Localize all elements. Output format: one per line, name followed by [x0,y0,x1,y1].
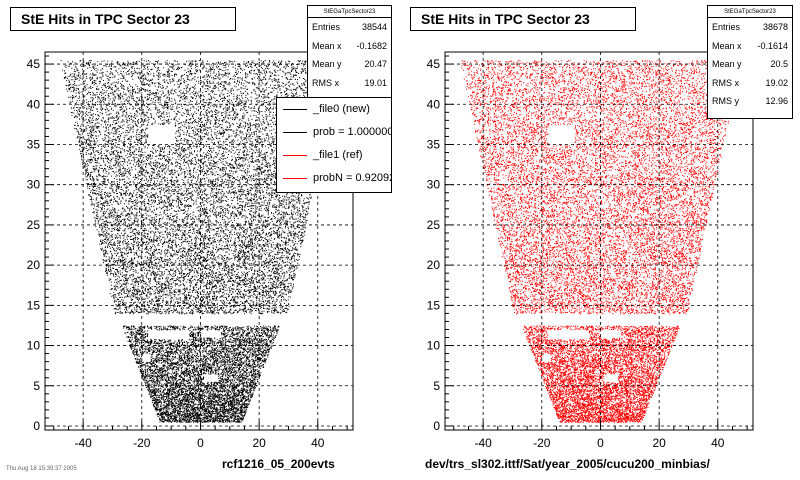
x-tick-label: -40 [474,436,492,450]
y-tick-label: 5 [433,379,440,393]
legend-label: probN = 0.920920 [313,172,391,184]
scatter-points [461,60,741,423]
y-tick-label: 0 [33,419,40,433]
y-tick-label: 35 [27,137,41,151]
y-tick-label: 20 [427,258,441,272]
x-tick-label: -20 [533,436,551,450]
y-tick-label: 40 [27,97,41,111]
legend-line [283,109,307,110]
x-tick-label: 40 [711,436,725,450]
y-tick-label: 45 [427,57,441,71]
left-stats-row: Mean x -0.1682 [312,40,387,51]
legend-label: _file0 (new) [313,103,370,115]
x-tick-label: 0 [197,436,204,450]
legend-label: _file1 (ref) [313,149,363,161]
right-stats-row: RMS y 12.96 [712,96,788,106]
y-tick-label: 5 [33,379,40,393]
y-tick-label: 35 [427,137,441,151]
y-tick-label: 25 [27,218,41,232]
y-tick-label: 25 [427,218,441,232]
left-stats-row: RMS x 19.01 [312,77,387,88]
left-stats-name: StEGaTpcSector23 [308,6,391,18]
y-tick-label: 45 [27,57,41,71]
y-tick-label: 15 [427,298,441,312]
x-tick-label: -20 [133,436,151,450]
left-stats-box: StEGaTpcSector23 Entries 38544 Mean x -0.1… [307,5,392,101]
y-tick-label: 20 [27,258,41,272]
left-title: StE Hits in TPC Sector 23 [10,7,236,31]
left-footer: rcf1216_05_200evts [222,457,335,471]
right-footer: dev/trs_sl302.ittf/Sat/year_2005/cucu200… [425,457,710,471]
left-stats-row: Entries 38544 [312,22,387,32]
x-tick-label: 0 [597,436,604,450]
left-stats-row: Mean y 20.47 [312,59,387,69]
legend-entry-file1: _file1 (ref) [277,146,391,166]
right-stats-row: Mean x -0.1614 [712,40,788,51]
y-tick-label: 10 [27,339,41,353]
y-tick-label: 30 [27,178,41,192]
y-tick-label: 10 [427,339,441,353]
left-title-text: StE Hits in TPC Sector 23 [21,11,190,27]
legend-line [283,132,307,133]
legend-line [283,178,307,179]
legend: _file0 (new) prob = 1.000000 _file1 (ref… [276,97,392,193]
x-tick-label: 20 [652,436,666,450]
legend-entry-prob: prob = 1.000000 [277,123,392,143]
right-stats-row: Entries 38678 [712,22,788,32]
y-tick-label: 0 [433,419,440,433]
legend-entry-probN: probN = 0.920920 [277,169,391,189]
right-scatter-plot: -40 -20 0 20 40 0 5 10 15 20 25 30 35 40 45 [427,51,754,450]
scatter-points [60,60,342,423]
right-stats-box: StEGaTpcSector23 Entries 38678 Mean x -0.1… [707,5,793,119]
right-title-text: StE Hits in TPC Sector 23 [421,11,590,27]
x-tick-label: -40 [74,436,92,450]
x-tick-label: 40 [311,436,325,450]
right-title: StE Hits in TPC Sector 23 [410,7,636,31]
legend-line [283,155,307,156]
legend-entry-file0: _file0 (new) [277,100,391,120]
right-stats-name: StEGaTpcSector23 [708,6,792,18]
y-tick-label: 40 [427,97,441,111]
right-stats-row: Mean y 20.5 [712,59,788,69]
x-tick-label: 20 [252,436,266,450]
right-stats-row: RMS x 19.02 [712,77,788,88]
timestamp-text: Thu Aug 18 15:39:37 2005 [6,466,77,472]
legend-label: prob = 1.000000 [313,126,392,138]
y-tick-label: 15 [27,298,41,312]
y-tick-label: 30 [427,178,441,192]
